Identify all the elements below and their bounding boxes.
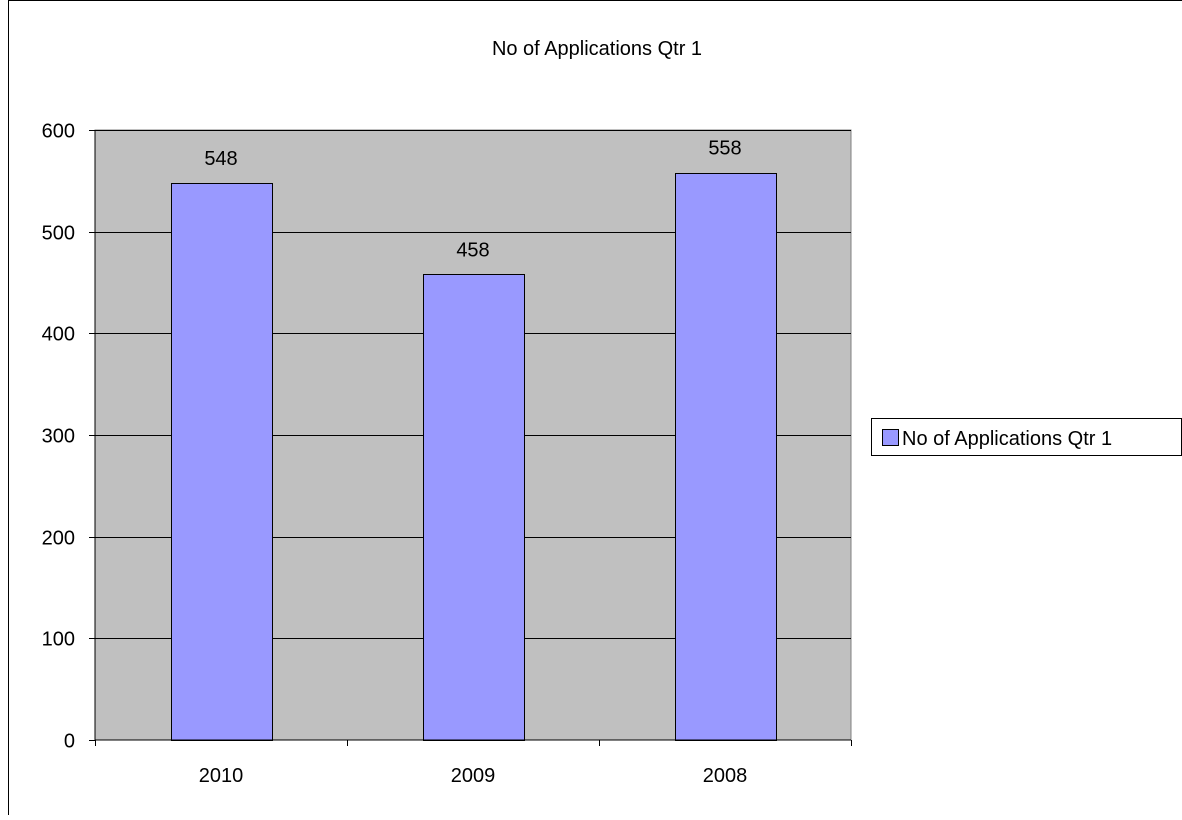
x-tick-label: 2008 — [703, 765, 748, 787]
y-tick-label: 100 — [42, 629, 75, 651]
y-tick-label: 300 — [42, 426, 75, 448]
data-label: 558 — [708, 138, 741, 160]
x-tick-label: 2009 — [451, 765, 496, 787]
bar — [172, 184, 273, 741]
x-tick-label: 2010 — [199, 765, 244, 787]
y-tick-label: 400 — [42, 324, 75, 346]
y-tick-label: 600 — [42, 121, 75, 143]
bar — [424, 275, 525, 741]
bar — [676, 174, 777, 741]
legend-label: No of Applications Qtr 1 — [902, 428, 1112, 450]
data-label: 548 — [204, 148, 237, 170]
legend-swatch — [883, 430, 899, 446]
data-label: 458 — [456, 239, 489, 261]
y-tick-label: 500 — [42, 223, 75, 245]
chart-title: No of Applications Qtr 1 — [492, 38, 702, 60]
y-tick-label: 200 — [42, 528, 75, 550]
y-tick-label: 0 — [64, 731, 75, 753]
legend: No of Applications Qtr 1 — [872, 419, 1182, 456]
